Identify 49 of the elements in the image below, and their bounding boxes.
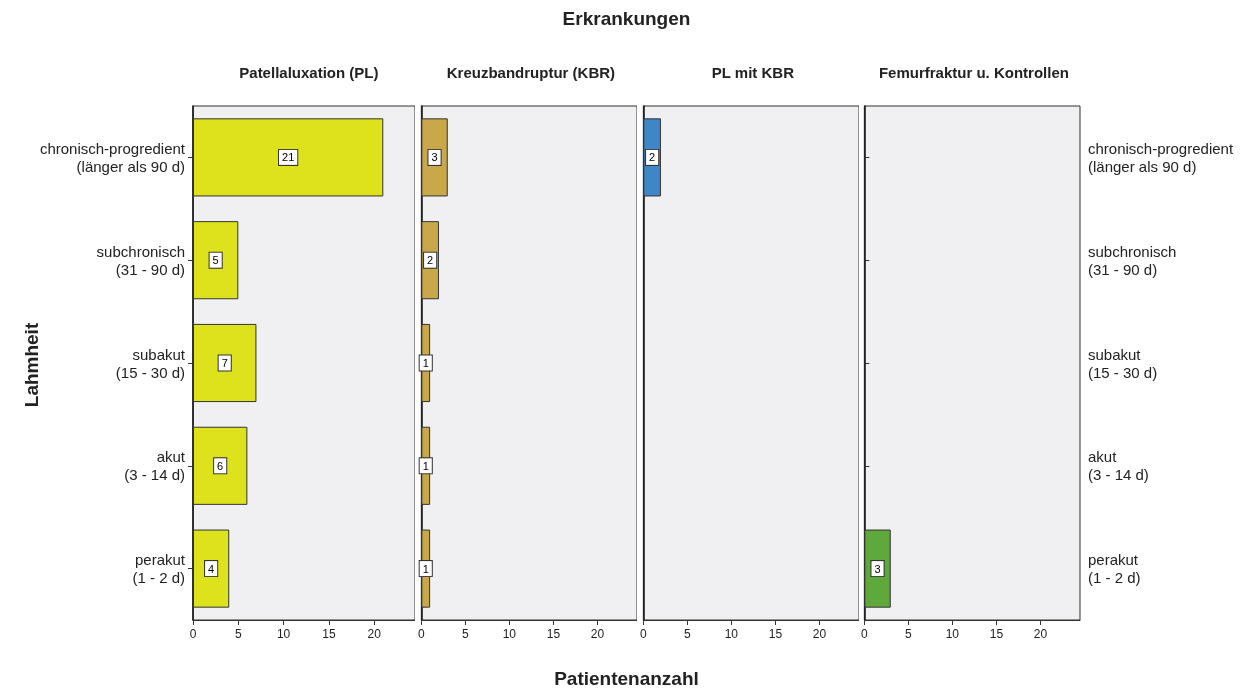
chart-subtitle: PL mit KBR xyxy=(711,64,794,81)
x-tick-label: 20 xyxy=(812,627,826,641)
data-label: 2 xyxy=(648,151,655,164)
x-tick-label: 15 xyxy=(546,627,561,641)
y-tick-label: chronisch-progredient (länger als 90 d) xyxy=(1088,139,1235,175)
chart-subtitle: Femurfraktur u. Kontrollen xyxy=(879,64,1070,81)
x-tick-label: 20 xyxy=(590,627,605,641)
data-label: 21 xyxy=(282,151,295,164)
x-tick-label: 5 xyxy=(234,627,242,641)
data-label: 2 xyxy=(426,254,433,267)
x-tick-label: 0 xyxy=(639,627,647,641)
x-tick-label: 5 xyxy=(905,627,913,641)
data-label: 4 xyxy=(208,562,215,575)
x-axis-title: Patientenanzahl xyxy=(553,668,700,690)
y-tick-label: perakut (1 - 2 d) xyxy=(132,551,186,587)
x-tick-label: 20 xyxy=(1033,627,1048,641)
y-tick-label: akut (3 - 14 d) xyxy=(1088,448,1150,484)
x-tick-label: 10 xyxy=(502,627,517,641)
x-tick-label: 10 xyxy=(276,627,291,641)
x-tick-label: 15 xyxy=(768,627,782,641)
y-tick-label: akut (3 - 14 d) xyxy=(124,448,186,484)
data-label: 3 xyxy=(874,562,881,575)
data-label: 1 xyxy=(422,562,429,575)
chart-title: Erkrankungen xyxy=(561,8,692,30)
x-tick-label: 15 xyxy=(322,627,336,641)
y-tick-label: perakut (1 - 2 d) xyxy=(1088,551,1141,587)
x-tick-label: 5 xyxy=(683,627,691,641)
chart-subtitle: Kreuzbandruptur (KBR) xyxy=(446,64,615,81)
x-tick-label: 0 xyxy=(189,627,197,641)
x-tick-label: 15 xyxy=(989,627,1004,641)
data-label: 3 xyxy=(431,151,438,164)
data-label: 1 xyxy=(422,357,429,369)
y-tick-label: subakut (15 - 30 d) xyxy=(1088,345,1158,381)
data-label: 7 xyxy=(221,357,228,369)
y-tick-label: chronisch-progredient (länger als 90 d) xyxy=(39,139,186,175)
x-tick-label: 10 xyxy=(945,627,960,641)
y-tick-label: subchronisch (31 - 90 d) xyxy=(96,242,185,278)
x-tick-label: 0 xyxy=(861,627,869,641)
data-label: 5 xyxy=(212,254,219,267)
y-tick-label: subakut (15 - 30 d) xyxy=(115,345,186,381)
data-label: 6 xyxy=(217,459,224,472)
chart-subtitle: Patellaluxation (PL) xyxy=(239,64,379,81)
y-axis-title: Lahmheit xyxy=(21,322,43,408)
y-tick-label: subchronisch (31 - 90 d) xyxy=(1088,242,1177,278)
data-label: 1 xyxy=(422,459,429,472)
x-tick-label: 5 xyxy=(461,627,469,641)
x-tick-label: 10 xyxy=(724,627,738,641)
x-tick-label: 0 xyxy=(417,627,425,641)
x-tick-label: 20 xyxy=(367,627,382,641)
